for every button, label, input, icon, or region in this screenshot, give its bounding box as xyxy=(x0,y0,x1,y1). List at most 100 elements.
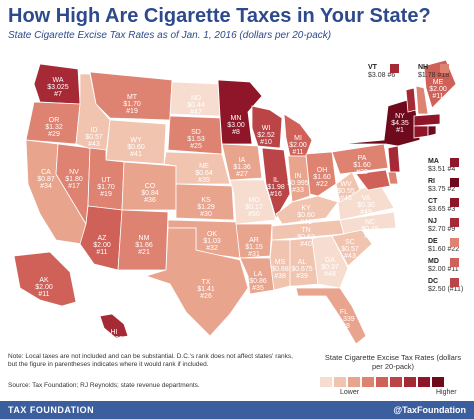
small-state-value: $3.75 #2 xyxy=(428,186,456,193)
state-label-la-value: $0.86 xyxy=(249,278,267,285)
state-label-wy-value: $0.60 xyxy=(127,144,145,151)
state-label-id-value: $0.57 xyxy=(85,134,103,141)
state-label-oh-rank: #22 xyxy=(316,181,328,188)
state-label-wv-rank: #45 xyxy=(340,195,352,202)
state-label-pa-rank: #22 xyxy=(356,169,368,176)
state-shape-wv[interactable] xyxy=(335,171,361,203)
state-label-wy-rank: #41 xyxy=(130,151,142,158)
footer-bar: TAX FOUNDATION @TaxFoundation xyxy=(0,401,474,419)
state-shape-in[interactable] xyxy=(287,155,311,203)
state-label-nd-rank: #47 xyxy=(190,109,202,116)
small-state-value: $2.70 #9 xyxy=(428,226,456,233)
state-label-tn-value: $0.62 xyxy=(297,234,315,241)
small-state-abbr: MA xyxy=(428,158,439,165)
legend-high-label: Higher xyxy=(436,389,457,396)
state-shape-la[interactable] xyxy=(239,257,275,295)
state-label-wa-rank: #7 xyxy=(54,91,62,98)
state-label-mi-abbr: MI xyxy=(294,135,302,142)
state-label-co-value: $0.84 xyxy=(141,190,159,197)
legend-swatch-9 xyxy=(432,377,444,387)
small-state-swatch xyxy=(450,158,459,167)
state-label-sc-abbr: SC xyxy=(345,239,355,246)
small-state-value: $2.00 #11 xyxy=(428,266,459,273)
small-state-swatch xyxy=(450,178,459,187)
state-label-sd-rank: #25 xyxy=(190,143,202,150)
state-label-ga-value: $0.37 xyxy=(321,264,339,271)
state-label-nc-value: $0.45 xyxy=(361,226,379,233)
state-label-il-value: $1.98 xyxy=(267,184,285,191)
state-label-tx-value: $1.41 xyxy=(197,286,215,293)
state-shape-vt[interactable] xyxy=(405,87,417,113)
state-label-nd-abbr: ND xyxy=(191,95,201,102)
state-shape-ia[interactable] xyxy=(221,143,263,181)
legend-swatch-2 xyxy=(334,377,346,387)
state-label-ut-value: $1.70 xyxy=(97,184,115,191)
state-label-wa-abbr: WA xyxy=(52,77,63,84)
state-shape-ak[interactable] xyxy=(13,251,77,307)
state-label-la-rank: #35 xyxy=(252,285,264,292)
state-shape-nj[interactable] xyxy=(387,145,401,173)
state-shape-il[interactable] xyxy=(261,147,291,220)
footer-handle[interactable]: @TaxFoundation xyxy=(393,405,466,415)
state-label-mi-value: $2.00 xyxy=(289,142,307,149)
state-shape-fl[interactable] xyxy=(295,287,367,345)
state-label-mt-rank: #19 xyxy=(126,108,138,115)
state-shape-mt[interactable] xyxy=(89,71,173,121)
small-state-abbr: MD xyxy=(428,258,439,265)
state-shape-ms[interactable] xyxy=(269,239,291,291)
state-shape-ks[interactable] xyxy=(175,183,235,221)
state-shape-tx[interactable] xyxy=(144,227,249,337)
small-state-swatch xyxy=(450,258,459,267)
state-label-mn-value: $3.00 xyxy=(227,122,245,129)
state-label-sc-rank: #43 xyxy=(344,253,356,260)
state-shape-nc[interactable] xyxy=(331,211,397,237)
state-label-wi-value: $2.52 xyxy=(257,132,275,139)
state-label-ks-abbr: KS xyxy=(201,197,211,204)
map-subtitle: State Cigarette Excise Tax Rates as of J… xyxy=(8,30,332,41)
state-shape-md[interactable] xyxy=(355,169,391,191)
state-label-sd-value: $1.53 xyxy=(187,136,205,143)
state-label-me-abbr: ME xyxy=(433,79,444,86)
state-shape-mn[interactable] xyxy=(217,79,263,145)
footnote: Note: Local taxes are not included and c… xyxy=(8,353,293,368)
state-label-ky-value: $0.60 xyxy=(297,212,315,219)
small-state-abbr: CT xyxy=(428,198,438,205)
small-state-value: $2.50 (#11) xyxy=(428,286,464,293)
small-state-value: $3.51 #4 xyxy=(428,166,456,173)
state-shape-oh[interactable] xyxy=(305,151,337,197)
small-state-abbr: DC xyxy=(428,278,439,285)
state-shape-nh[interactable] xyxy=(415,85,429,115)
state-label-ks-value: $1.29 xyxy=(197,204,215,211)
small-state-value: $3.65 #3 xyxy=(428,206,456,213)
small-state-value: $1.78 #18 xyxy=(418,72,450,79)
state-shape-ga[interactable] xyxy=(311,235,349,289)
state-shape-ma[interactable] xyxy=(413,113,441,127)
state-label-tn-abbr: TN xyxy=(301,227,310,234)
small-state-abbr: VT xyxy=(368,64,377,71)
state-shape-al[interactable] xyxy=(289,237,319,287)
state-label-tx-rank: #26 xyxy=(200,293,212,300)
state-label-nm-rank: #21 xyxy=(138,249,150,256)
small-state-value: $3.08 #6 xyxy=(368,72,396,79)
state-label-id-abbr: ID xyxy=(91,127,98,134)
state-label-nc-rank: #46 xyxy=(364,233,376,240)
state-label-ia-rank: #27 xyxy=(236,171,248,178)
state-label-in-abbr: IN xyxy=(295,173,302,180)
state-label-nv-abbr: NV xyxy=(69,169,79,176)
state-shape-de[interactable] xyxy=(387,171,399,185)
state-shape-pa[interactable] xyxy=(331,143,389,175)
state-shape-ct[interactable] xyxy=(413,125,429,139)
state-label-oh-value: $1.60 xyxy=(313,174,331,181)
legend-swatch-4 xyxy=(362,377,374,387)
state-shape-mo[interactable] xyxy=(229,179,277,225)
state-shape-wi[interactable] xyxy=(251,105,283,149)
state-label-co-abbr: CO xyxy=(145,183,156,190)
state-label-ga-abbr: GA xyxy=(325,257,335,264)
state-shape-hi[interactable] xyxy=(99,313,129,339)
legend-scale xyxy=(320,374,446,392)
state-shape-ri[interactable] xyxy=(427,125,437,137)
legend-title: State Cigarette Excise Tax Rates (dollar… xyxy=(324,353,462,371)
state-label-ut-abbr: UT xyxy=(101,177,111,184)
state-label-wa-value: $3.025 xyxy=(47,84,69,91)
us-choropleth-map: WA$3.025#7 OR$1.32#29 CA$0.87#34 NV$1.80#17… xyxy=(13,59,457,349)
